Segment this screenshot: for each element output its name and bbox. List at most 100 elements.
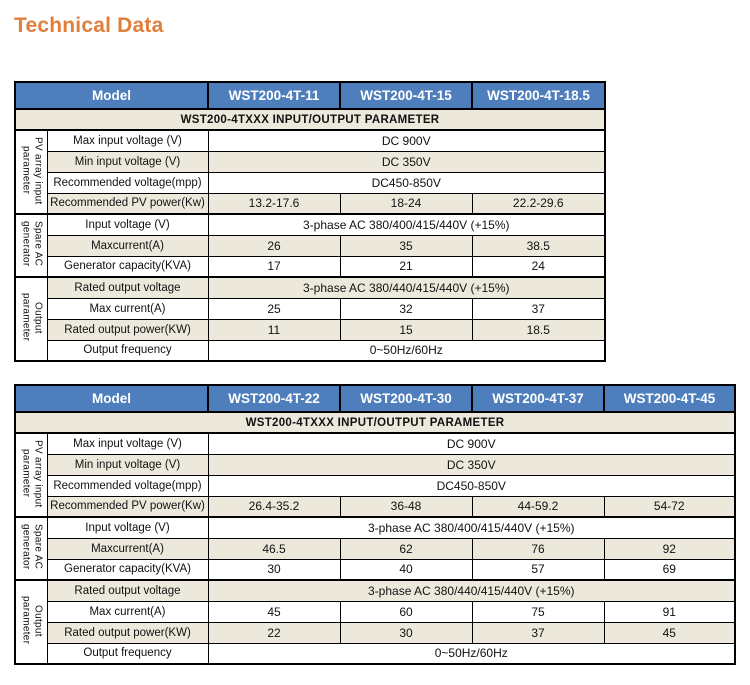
param-value: DC 900V [207, 129, 606, 152]
param-label: Maxcurrent(A) [46, 537, 209, 560]
group-label-output: Output parameter [14, 276, 48, 362]
param-label: Max current(A) [46, 600, 209, 623]
table-header-row: Model WST200-4T-11 WST200-4T-15 WST200-4… [14, 81, 606, 110]
param-value: 45 [603, 621, 736, 644]
group-label-output: Output parameter [14, 579, 48, 665]
table-row: Min input voltage (V) DC 350V [15, 453, 736, 476]
param-label: Max input voltage (V) [46, 129, 209, 152]
param-label: Rated output voltage [46, 276, 209, 299]
param-value: 13.2-17.6 [207, 192, 341, 215]
model-name-cell: WST200-4T-30 [339, 384, 473, 413]
param-label: Max current(A) [46, 297, 209, 320]
param-value: 25 [207, 297, 341, 320]
param-value: 91 [603, 600, 736, 623]
param-value: 40 [339, 558, 473, 581]
group-label-pv-array: PV array input parameter [14, 129, 48, 215]
param-label: Recommended PV power(Kw) [46, 192, 209, 215]
table-row: Max current(A) 45 60 75 91 [15, 600, 736, 623]
param-value: 69 [603, 558, 736, 581]
table-row: Recommended PV power(Kw) 26.4-35.2 36-48… [15, 495, 736, 518]
param-value: DC 900V [207, 432, 736, 455]
param-value: 54-72 [603, 495, 736, 518]
param-value: 21 [339, 255, 473, 278]
model-name-cell: WST200-4T-11 [207, 81, 341, 110]
param-value: 3-phase AC 380/440/415/440V (+15%) [207, 579, 736, 602]
table-row: Output frequency 0~50Hz/60Hz [15, 339, 606, 362]
banner-row: WST200-4TXXX INPUT/OUTPUT PARAMETER [14, 411, 736, 434]
param-value: DC 350V [207, 150, 606, 173]
table-row: Output frequency 0~50Hz/60Hz [15, 642, 736, 665]
table-row: Output parameter Rated output voltage 3-… [14, 276, 606, 362]
banner-text: WST200-4TXXX INPUT/OUTPUT PARAMETER [14, 108, 606, 131]
model-name-cell: WST200-4T-45 [603, 384, 736, 413]
table-row: Generator capacity(KVA) 30 40 57 69 [15, 558, 736, 581]
param-value: 37 [471, 297, 606, 320]
param-label: Generator capacity(KVA) [46, 255, 209, 278]
model-name-cell: WST200-4T-22 [207, 384, 341, 413]
table-row: Min input voltage (V) DC 350V [15, 150, 606, 173]
table-row: PV array input parameter Max input volta… [14, 432, 736, 518]
param-value: 22.2-29.6 [471, 192, 606, 215]
table-row: Max current(A) 25 32 37 [15, 297, 606, 320]
param-label: Recommended PV power(Kw) [46, 495, 209, 518]
param-label: Rated output voltage [46, 579, 209, 602]
param-value: 32 [339, 297, 473, 320]
table-row: Spare AC generator Input voltage (V) 3-p… [14, 516, 736, 581]
param-value: 46.5 [207, 537, 341, 560]
table-row: Recommended voltage(mpp) DC450-850V [15, 474, 736, 497]
param-label: Generator capacity(KVA) [46, 558, 209, 581]
table-row: Recommended voltage(mpp) DC450-850V [15, 171, 606, 194]
table-row: Maxcurrent(A) 26 35 38.5 [15, 234, 606, 257]
param-value: 36-48 [339, 495, 473, 518]
param-value: 18.5 [471, 318, 606, 341]
banner-text: WST200-4TXXX INPUT/OUTPUT PARAMETER [14, 411, 736, 434]
param-label: Rated output power(KW) [46, 318, 209, 341]
table-row: Spare AC generator Input voltage (V) 3-p… [14, 213, 606, 278]
param-label: Output frequency [46, 642, 209, 665]
table-row: Generator capacity(KVA) 17 21 24 [15, 255, 606, 278]
param-value: 38.5 [471, 234, 606, 257]
param-label: Max input voltage (V) [46, 432, 209, 455]
banner-row: WST200-4TXXX INPUT/OUTPUT PARAMETER [14, 108, 606, 131]
param-value: 0~50Hz/60Hz [207, 339, 606, 362]
model-name-cell: WST200-4T-15 [339, 81, 473, 110]
param-value: 3-phase AC 380/440/415/440V (+15%) [207, 276, 606, 299]
table-row: Rated output power(KW) 22 30 37 45 [15, 621, 736, 644]
group-label-spare-ac: Spare AC generator [14, 516, 48, 581]
param-value: 57 [471, 558, 605, 581]
param-label: Maxcurrent(A) [46, 234, 209, 257]
group-label-spare-ac: Spare AC generator [14, 213, 48, 278]
spec-table-2: Model WST200-4T-22 WST200-4T-30 WST200-4… [14, 384, 736, 665]
model-header-cell: Model [14, 384, 209, 413]
table-row: Maxcurrent(A) 46.5 62 76 92 [15, 537, 736, 560]
param-label: Recommended voltage(mpp) [46, 474, 209, 497]
param-label: Recommended voltage(mpp) [46, 171, 209, 194]
table-row: Output parameter Rated output voltage 3-… [14, 579, 736, 665]
param-value: 11 [207, 318, 341, 341]
param-label: Rated output power(KW) [46, 621, 209, 644]
param-label: Min input voltage (V) [46, 150, 209, 173]
param-value: 76 [471, 537, 605, 560]
model-header-cell: Model [14, 81, 209, 110]
param-value: DC450-850V [207, 171, 606, 194]
param-label: Input voltage (V) [46, 213, 209, 236]
param-value: DC450-850V [207, 474, 736, 497]
param-value: 45 [207, 600, 341, 623]
param-value: 35 [339, 234, 473, 257]
param-value: 60 [339, 600, 473, 623]
param-value: 75 [471, 600, 605, 623]
param-value: 24 [471, 255, 606, 278]
param-value: 15 [339, 318, 473, 341]
table-row: Rated output power(KW) 11 15 18.5 [15, 318, 606, 341]
param-value: 17 [207, 255, 341, 278]
param-value: 26 [207, 234, 341, 257]
param-value: 62 [339, 537, 473, 560]
model-name-cell: WST200-4T-18.5 [471, 81, 606, 110]
param-value: 22 [207, 621, 341, 644]
param-value: 3-phase AC 380/400/415/440V (+15%) [207, 516, 736, 539]
param-label: Min input voltage (V) [46, 453, 209, 476]
param-value: 26.4-35.2 [207, 495, 341, 518]
param-value: 30 [339, 621, 473, 644]
model-name-cell: WST200-4T-37 [471, 384, 605, 413]
param-value: 44-59.2 [471, 495, 605, 518]
